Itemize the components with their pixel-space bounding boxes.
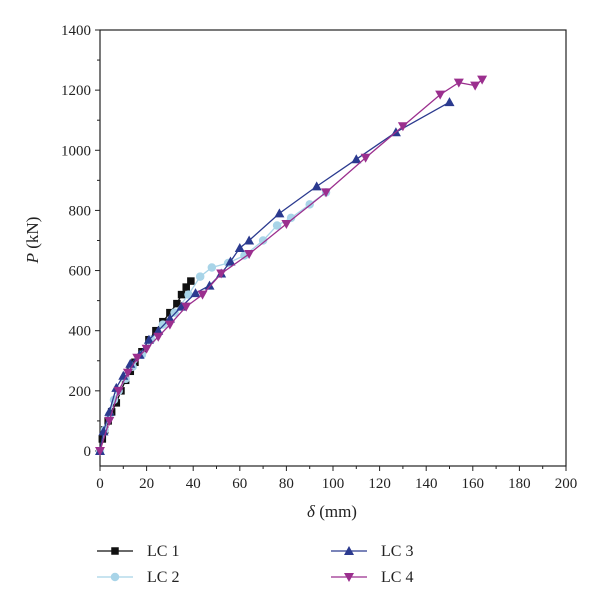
x-tick-label: 140 [415, 476, 438, 492]
x-tick-label: 180 [508, 476, 531, 492]
legend-swatch-marker [110, 572, 120, 582]
data-point [104, 416, 115, 426]
series-line [99, 191, 327, 452]
y-axis-ticks: 0 200 400 600 800 1000 1200 1400 [61, 23, 100, 460]
x-tick-label: 120 [368, 476, 391, 492]
data-point [272, 221, 282, 230]
legend: LC 1 LC 2 LC 3 LC 4 [97, 543, 413, 586]
y-tick-label: 1200 [61, 83, 91, 99]
y-tick-label: 0 [84, 444, 92, 460]
data-point [141, 344, 152, 354]
legend-swatch-marker [344, 573, 354, 582]
data-point [321, 188, 332, 198]
legend-label: LC 3 [381, 543, 413, 560]
data-point [351, 154, 362, 164]
y-tick-label: 600 [69, 264, 92, 280]
data-point [225, 256, 236, 266]
data-point [173, 299, 181, 308]
legend-item: LC 2 [97, 569, 179, 586]
data-point [113, 386, 124, 396]
data-point [453, 78, 464, 88]
legend-label: LC 4 [381, 569, 413, 586]
data-point [397, 122, 408, 132]
y-tick-label: 800 [69, 203, 92, 219]
y-tick-label: 400 [69, 324, 92, 340]
data-point [435, 90, 446, 100]
legend-item: LC 3 [331, 543, 413, 560]
data-point [190, 288, 201, 298]
series-line [99, 101, 450, 452]
data-point [311, 181, 322, 191]
x-axis-unit: (mm) [315, 502, 357, 521]
data-point [181, 302, 192, 312]
data-point [177, 290, 186, 299]
y-axis-symbol: P [23, 253, 42, 264]
data-point [244, 235, 255, 245]
data-point [274, 208, 285, 218]
data-point [244, 250, 255, 260]
series-lc-1 [96, 277, 195, 455]
data-point [207, 263, 217, 272]
plot-border [99, 29, 567, 467]
y-axis-title: P (kN) [23, 217, 42, 265]
data-point [216, 269, 227, 279]
data-point [153, 325, 164, 335]
x-axis-title: δ (mm) [307, 502, 357, 521]
data-point [187, 277, 195, 285]
series-lc-3 [95, 97, 455, 455]
series-layer [95, 75, 488, 456]
data-point [184, 290, 193, 299]
data-point [164, 313, 175, 323]
data-point [204, 280, 215, 290]
x-tick-label: 160 [462, 476, 485, 492]
legend-item: LC 4 [331, 569, 413, 586]
data-point [470, 81, 481, 91]
x-tick-label: 40 [186, 476, 201, 492]
x-tick-label: 20 [139, 476, 154, 492]
data-point [281, 219, 292, 229]
data-point [182, 283, 190, 291]
x-tick-label: 60 [232, 476, 247, 492]
legend-label: LC 2 [147, 569, 179, 586]
plot-frame [99, 29, 567, 467]
data-point [122, 368, 133, 378]
series-lc-4 [95, 75, 488, 456]
x-tick-label: 80 [279, 476, 294, 492]
legend-label: LC 1 [147, 543, 179, 560]
x-tick-label: 200 [555, 476, 578, 492]
data-point [95, 446, 105, 456]
legend-item: LC 1 [97, 543, 179, 560]
data-point [143, 334, 154, 344]
data-point [444, 97, 455, 107]
y-axis-unit: (kN) [23, 217, 42, 253]
data-point [360, 153, 371, 163]
data-point [132, 353, 143, 363]
data-point [477, 75, 488, 85]
x-tick-label: 0 [96, 476, 104, 492]
series-line [99, 79, 483, 452]
x-tick-label: 100 [322, 476, 345, 492]
x-axis-symbol: δ [307, 502, 316, 521]
data-point [234, 243, 245, 252]
data-point [166, 308, 174, 317]
series-lc-2 [95, 188, 331, 456]
legend-swatch-marker [344, 546, 354, 555]
data-point [164, 320, 175, 330]
x-axis-ticks: 0 20 40 60 80 100 120 140 160 180 200 [96, 466, 577, 492]
y-tick-label: 200 [69, 384, 92, 400]
data-point [197, 290, 208, 300]
data-point [153, 332, 164, 342]
data-point [258, 236, 268, 245]
data-point [195, 272, 205, 281]
y-tick-label: 1000 [61, 143, 91, 159]
legend-swatch-marker [111, 547, 119, 555]
y-tick-label: 1400 [61, 23, 91, 39]
